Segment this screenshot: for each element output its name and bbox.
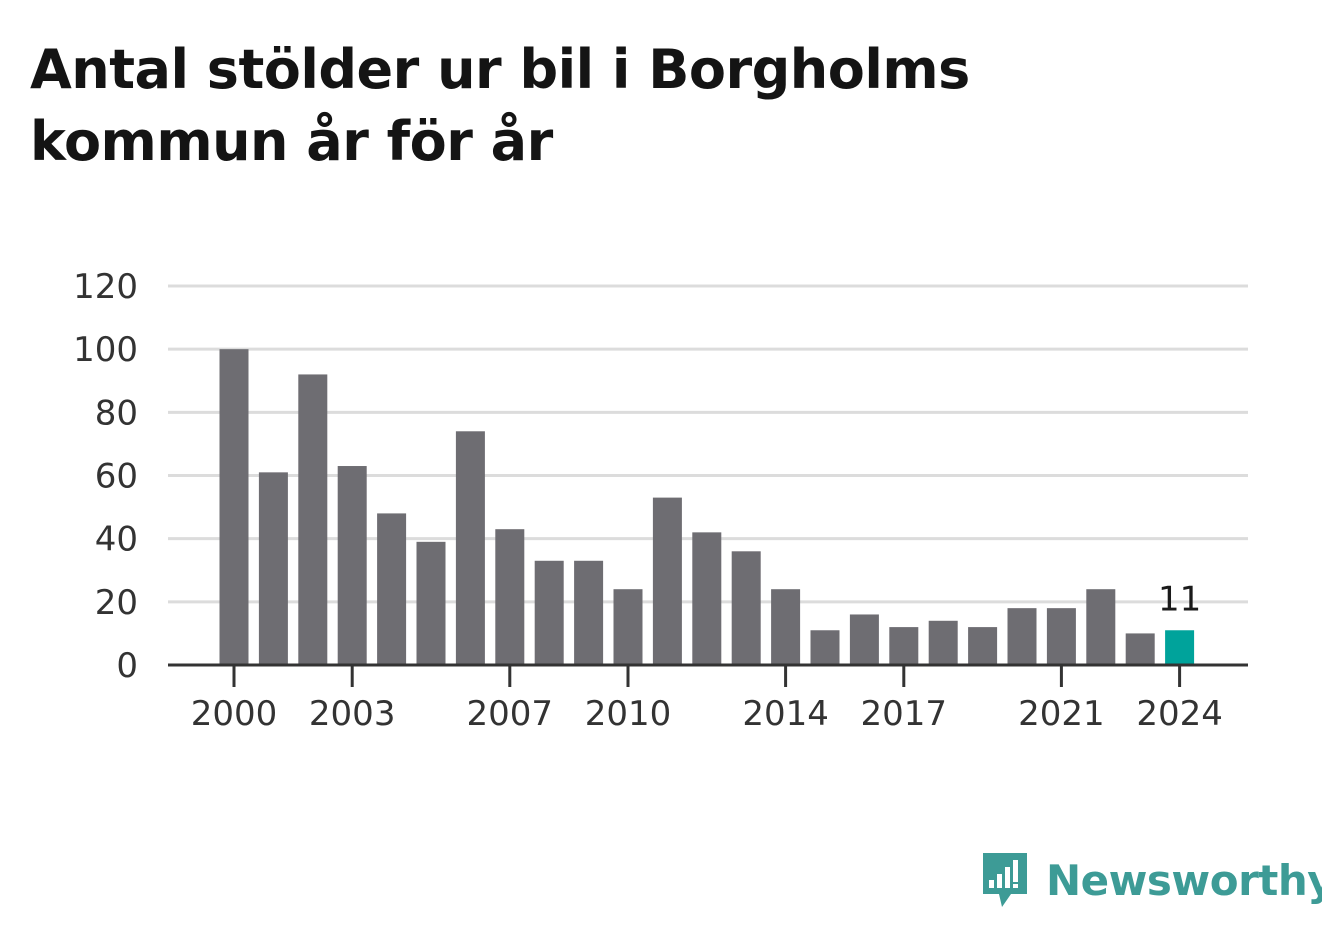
bar-2014 xyxy=(771,589,801,665)
x-tick-label-2021: 2021 xyxy=(1018,694,1105,734)
newsworthy-logo: Newsworthy xyxy=(980,848,1322,912)
bar-2000 xyxy=(219,349,249,665)
bar-2007 xyxy=(495,529,525,665)
brand-name: Newsworthy xyxy=(1046,855,1322,905)
y-tick-label-20: 20 xyxy=(95,583,138,623)
bar-2019 xyxy=(968,627,998,665)
bar-2021 xyxy=(1046,608,1076,665)
tick-labels: 0 20 40 60 80 100 120 11 2000 2003 2007 2010 2014 201… xyxy=(73,267,1223,734)
bar-2003 xyxy=(337,466,367,665)
y-tick-label-120: 120 xyxy=(73,267,138,307)
x-tick-label-2000: 2000 xyxy=(191,694,278,734)
bar-2017 xyxy=(889,627,919,665)
bar-2004 xyxy=(377,513,407,665)
bar-2024 xyxy=(1165,630,1195,665)
bar-2009 xyxy=(574,560,604,665)
bar-2011 xyxy=(652,497,682,665)
bar-2013 xyxy=(731,551,761,665)
bar-2012 xyxy=(692,532,722,665)
data-label-2024: 11 xyxy=(1158,579,1201,619)
bar-2020 xyxy=(1007,608,1037,665)
bar-2006 xyxy=(455,431,485,665)
y-tick-label-60: 60 xyxy=(95,457,138,497)
x-tick-label-2003: 2003 xyxy=(309,694,396,734)
x-tick-label-2010: 2010 xyxy=(585,694,672,734)
bar-2001 xyxy=(258,472,288,665)
bar-2018 xyxy=(928,620,958,665)
x-tick-label-2024: 2024 xyxy=(1136,694,1223,734)
bar-2005 xyxy=(416,541,446,665)
bar-2002 xyxy=(298,374,328,665)
bar-2023 xyxy=(1125,633,1155,665)
bar-2008 xyxy=(534,560,564,665)
newsworthy-logo-icon xyxy=(983,853,1027,907)
y-tick-label-100: 100 xyxy=(73,330,138,370)
y-tick-label-80: 80 xyxy=(95,393,138,433)
x-tick-label-2014: 2014 xyxy=(742,694,829,734)
y-tick-label-40: 40 xyxy=(95,520,138,560)
x-tick-label-2007: 2007 xyxy=(467,694,554,734)
bar-2010 xyxy=(613,589,643,665)
bar-2016 xyxy=(849,614,879,665)
chart-title: Antal stölder ur bil i Borgholms kommun … xyxy=(30,38,970,173)
bars xyxy=(219,349,1195,665)
x-tick-label-2017: 2017 xyxy=(861,694,948,734)
bar-2022 xyxy=(1086,589,1116,665)
axes xyxy=(168,663,1248,687)
bar-2015 xyxy=(810,630,840,665)
y-tick-label-0: 0 xyxy=(116,646,138,686)
